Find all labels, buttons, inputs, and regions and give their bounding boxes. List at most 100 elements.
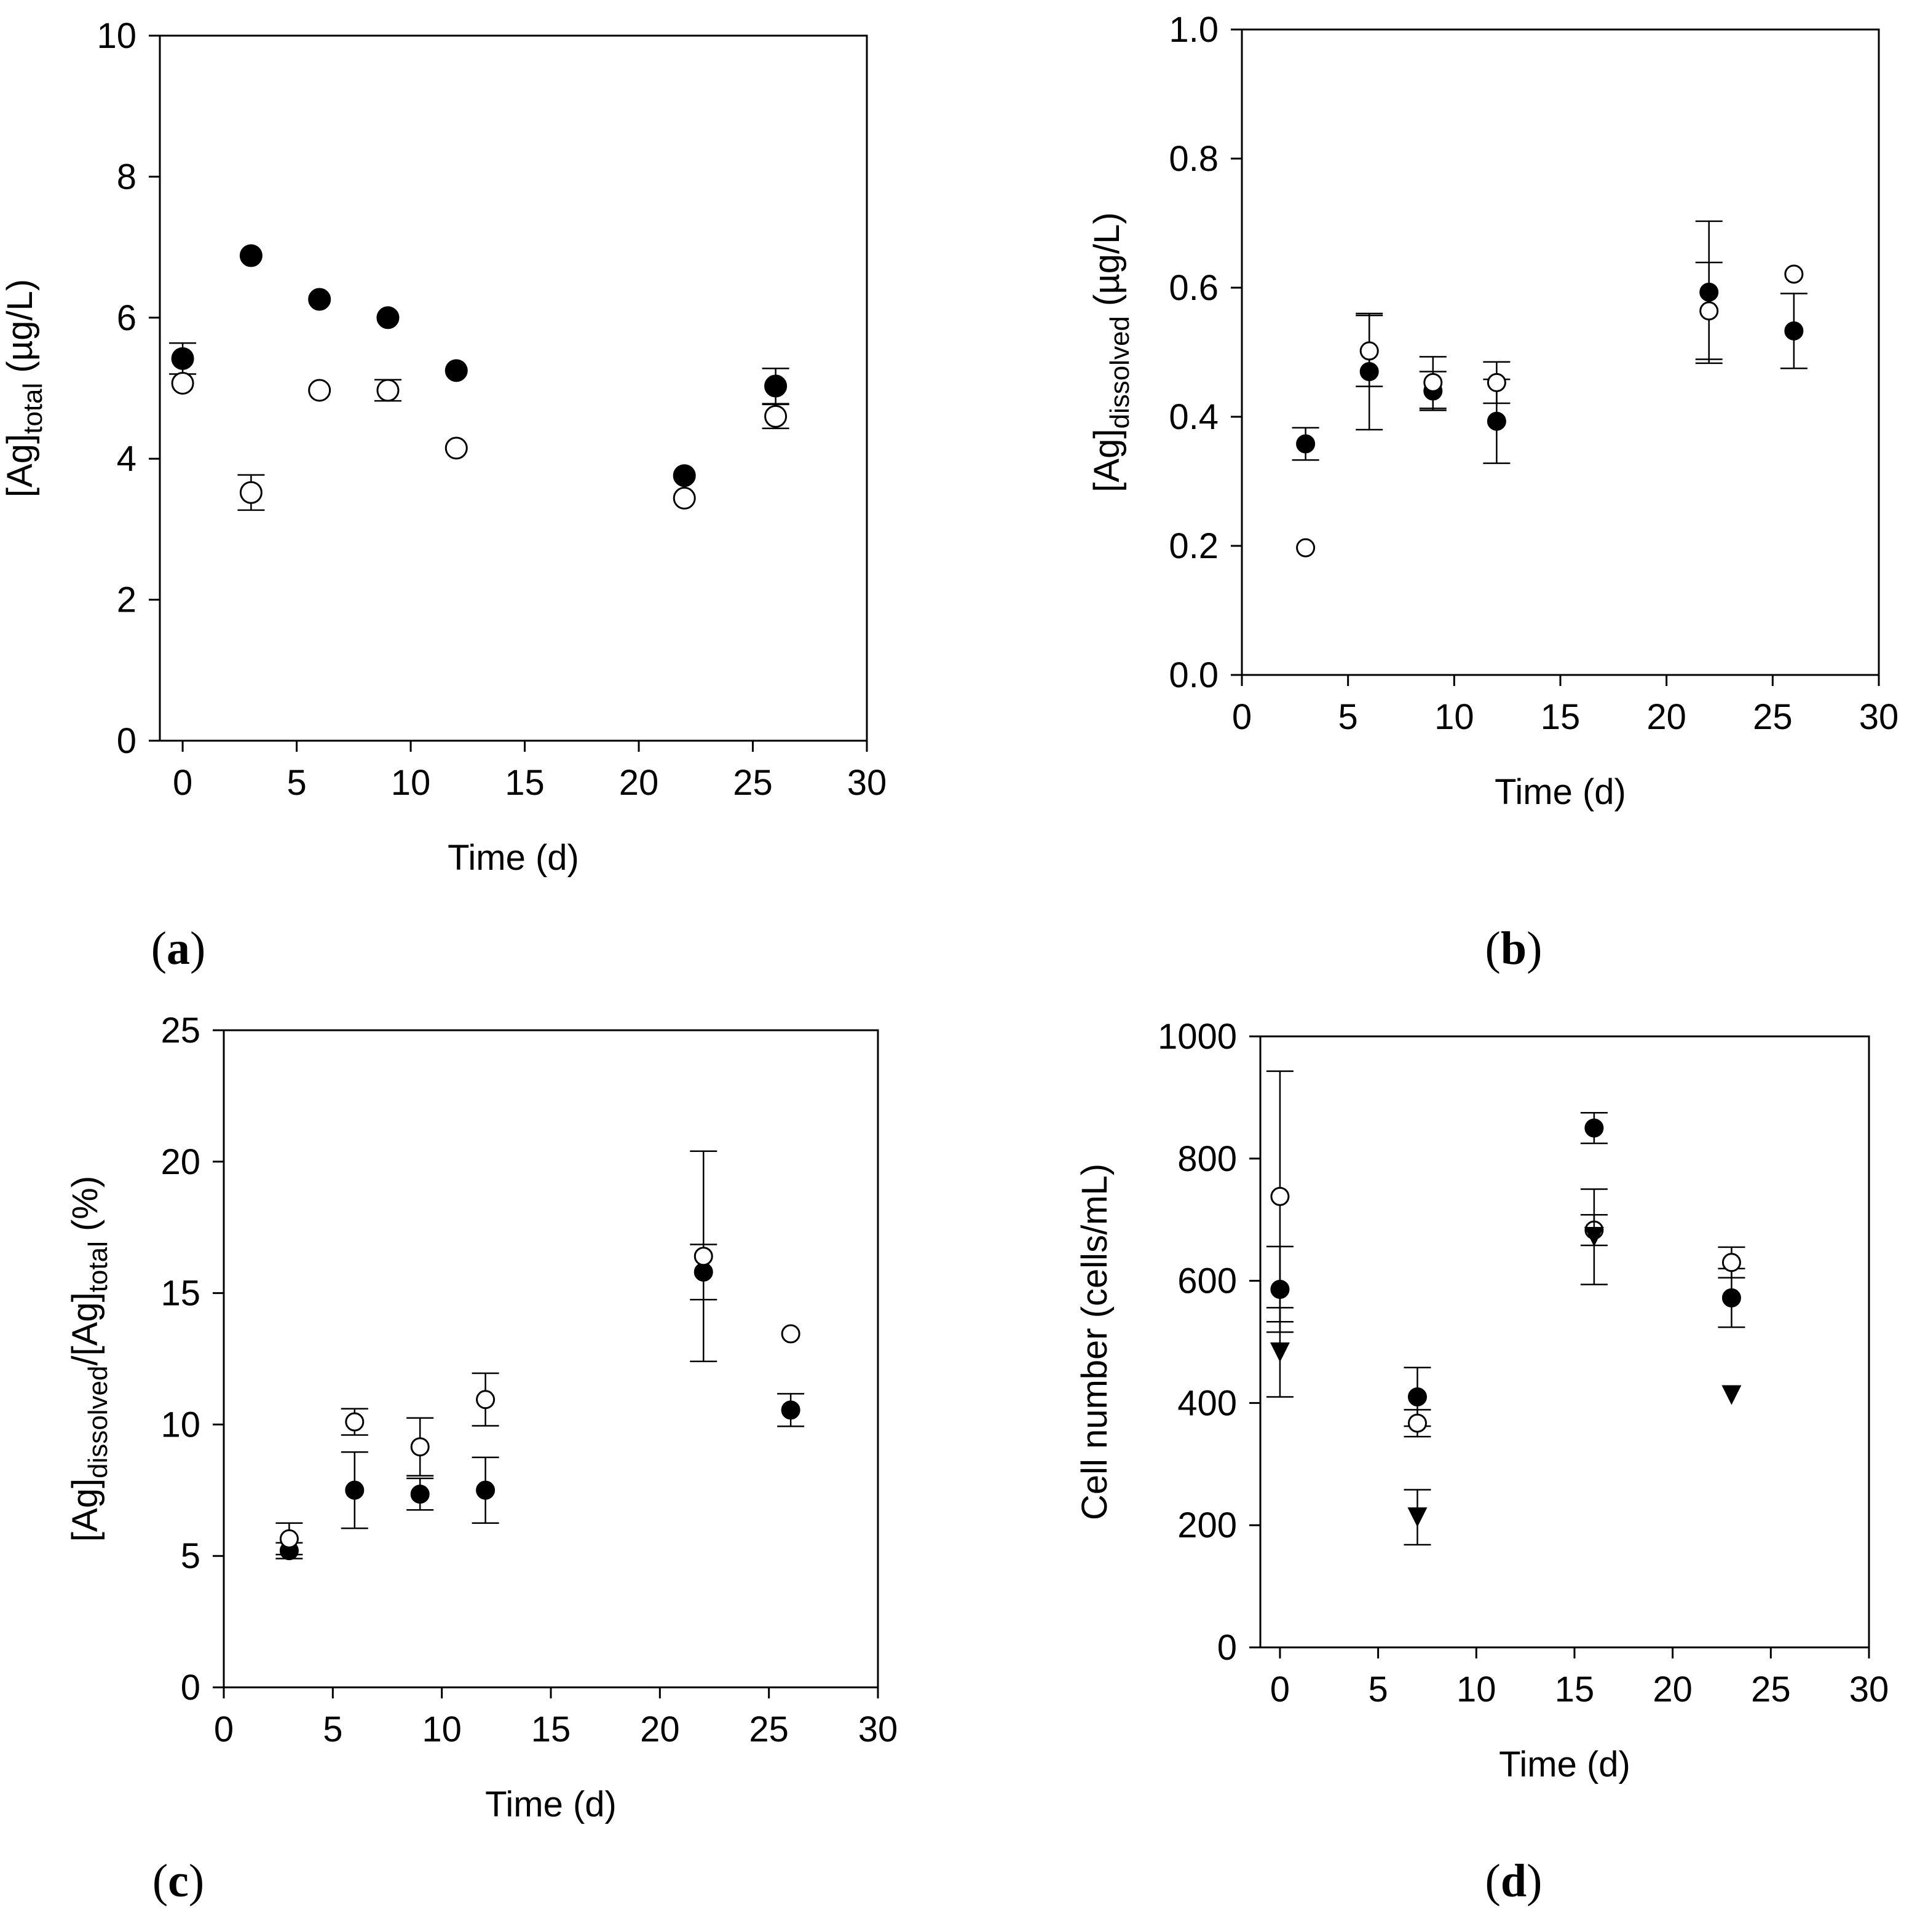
panel-label: (b) — [1485, 923, 1543, 974]
panel-label: (a) — [151, 923, 206, 974]
data-point-open — [1423, 373, 1443, 392]
x-tick-label: 25 — [1753, 697, 1793, 737]
x-tick-label: 0 — [1270, 1670, 1290, 1709]
data-point-filled — [444, 359, 468, 382]
data-point-filled — [1584, 1118, 1604, 1138]
y-tick-label: 600 — [1177, 1261, 1237, 1301]
data-point-open — [673, 486, 696, 510]
y-tick-label: 4 — [117, 439, 136, 479]
data-point-open — [1296, 538, 1316, 558]
x-tick-label: 25 — [1751, 1670, 1791, 1709]
plot-frame — [223, 1029, 879, 1689]
x-tick-label: 5 — [1368, 1670, 1388, 1709]
x-tick-label: 30 — [1849, 1670, 1889, 1709]
data-point-open — [1270, 1186, 1290, 1206]
data-point-triangle — [1721, 1385, 1742, 1405]
y-axis-label-suffix: (µg/L) — [0, 279, 40, 383]
panel-a: 0 5 10 15 20 25 30 0 2 4 6 8 10 Time (d) [Ag]total (µg… — [0, 16, 887, 974]
data-point-filled — [1296, 434, 1316, 454]
y-axis-label-suffix: (µg/L) — [1087, 212, 1127, 316]
y-tick-label: 0.0 — [1169, 655, 1219, 695]
y-tick-label: 2 — [117, 580, 136, 620]
data-point-open — [308, 379, 331, 402]
y-tick-label: 15 — [160, 1274, 200, 1314]
y-tick-label: 0 — [117, 721, 136, 761]
data-point-filled — [764, 374, 788, 398]
y-tick-label: 20 — [160, 1142, 200, 1182]
x-tick-label: 25 — [749, 1709, 789, 1749]
x-tick-label: 20 — [619, 763, 659, 803]
x-tick-label: 10 — [422, 1709, 462, 1749]
data-point-open — [1487, 373, 1506, 392]
y-tick-label: 0.4 — [1169, 397, 1219, 437]
y-axis-label: [Ag]dissolved (µg/L) — [1087, 212, 1135, 492]
plot-frame — [1259, 1035, 1870, 1649]
y-axis-label-prefix: [Ag] — [1087, 429, 1127, 492]
panel-c: 0 5 10 15 20 25 30 0 5 10 15 20 25 Time (d) [Ag]dissol… — [65, 1011, 898, 1907]
y-axis-label: Cell number (cells/mL) — [1075, 1164, 1115, 1520]
x-tick-label: 0 — [214, 1709, 234, 1749]
data-point-open — [376, 379, 400, 402]
data-point-open — [693, 1247, 713, 1266]
data-point-filled — [308, 288, 331, 311]
x-tick-label: 0 — [173, 763, 192, 803]
data-point-filled — [673, 464, 696, 487]
plot-frame — [159, 34, 868, 742]
x-tick-label: 5 — [323, 1709, 342, 1749]
data-point-open — [1359, 341, 1379, 361]
y-axis-label-prefix: Cell number (cells/mL) — [1075, 1164, 1115, 1520]
data-point-filled — [1487, 411, 1506, 431]
x-tick-label: 20 — [640, 1709, 680, 1749]
y-tick-label: 0 — [181, 1668, 200, 1708]
data-point-open — [764, 404, 788, 428]
panel-label: (c) — [152, 1855, 204, 1907]
x-tick-label: 20 — [1653, 1670, 1693, 1709]
data-point-filled — [376, 306, 400, 329]
data-point-filled — [781, 1400, 800, 1420]
y-axis-label-prefix: [Ag] — [65, 1478, 105, 1542]
data-point-open — [781, 1324, 800, 1344]
y-tick-label: 400 — [1177, 1383, 1237, 1423]
data-point-filled — [1407, 1387, 1427, 1406]
data-point-open — [345, 1412, 365, 1432]
data-point-open — [171, 371, 194, 395]
x-tick-label: 30 — [858, 1709, 898, 1749]
plot-frame — [1241, 28, 1880, 676]
y-axis-label-suffix: (%) — [65, 1176, 105, 1241]
y-axis-label-sub: dissolved — [1105, 316, 1135, 428]
y-axis-label-sub: total — [18, 383, 48, 434]
x-tick-label: 15 — [1555, 1670, 1595, 1709]
x-tick-label: 25 — [733, 763, 773, 803]
y-tick-label: 0.6 — [1169, 268, 1219, 308]
data-point-open — [1407, 1413, 1427, 1433]
y-tick-label: 0.8 — [1169, 139, 1219, 179]
x-tick-label: 5 — [286, 763, 306, 803]
x-tick-label: 30 — [1859, 697, 1899, 737]
x-axis-label: Time (d) — [1495, 772, 1626, 812]
y-axis-label-sub2: total — [83, 1241, 113, 1292]
panel-d: 0 5 10 15 20 25 30 0 200 400 600 800 1000 Time (d) Cel… — [1075, 1017, 1889, 1907]
y-tick-label: 200 — [1177, 1505, 1237, 1545]
data-point-filled — [171, 347, 194, 370]
x-axis-label: Time (d) — [448, 838, 579, 878]
data-point-triangle — [1584, 1227, 1604, 1247]
data-point-open — [476, 1390, 496, 1410]
x-tick-label: 5 — [1338, 697, 1358, 737]
y-axis-label-sub: dissolved — [83, 1366, 113, 1478]
y-tick-label: 1000 — [1158, 1017, 1237, 1057]
y-axis-label: [Ag]dissolved/[Ag]total (%) — [65, 1176, 113, 1542]
data-point-triangle — [1407, 1507, 1428, 1528]
data-point-open — [1784, 264, 1804, 284]
data-point-open — [279, 1529, 299, 1548]
x-tick-label: 10 — [1434, 697, 1474, 737]
data-point-open — [410, 1437, 430, 1457]
data-point-open — [1699, 301, 1719, 321]
x-axis-label: Time (d) — [485, 1784, 617, 1824]
panel-label: (d) — [1485, 1855, 1543, 1907]
y-axis-label: [Ag]total (µg/L) — [0, 279, 48, 497]
data-point-filled — [1721, 1288, 1741, 1307]
y-axis-label-mid: /[Ag] — [65, 1292, 105, 1365]
y-tick-label: 0 — [1217, 1628, 1237, 1668]
y-tick-label: 0.2 — [1169, 526, 1219, 566]
